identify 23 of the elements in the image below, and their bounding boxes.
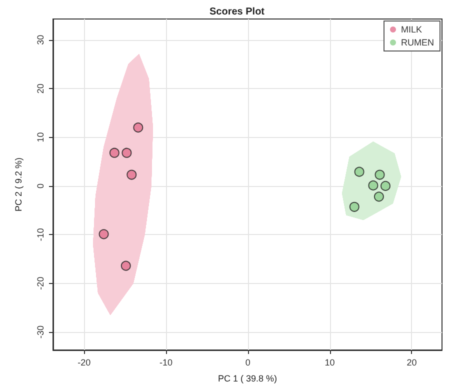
y-tick-label: -30	[36, 325, 46, 338]
x-tick-label: 20	[406, 358, 417, 368]
y-axis-title: PC 2 ( 9.2 %)	[14, 157, 24, 212]
point	[98, 229, 109, 240]
y-tick-label: 0	[36, 183, 46, 188]
point	[126, 170, 137, 180]
point	[133, 122, 144, 133]
x-tick-label: 0	[245, 358, 250, 368]
point	[120, 260, 131, 271]
x-tick-label: 10	[324, 358, 335, 368]
legend-label: MILK	[401, 24, 422, 34]
x-tick-label: -20	[78, 358, 91, 368]
y-tick-label: 30	[36, 34, 46, 45]
chart-title: Scores Plot	[209, 6, 266, 18]
point	[122, 148, 132, 158]
y-tick-label: 10	[36, 132, 46, 142]
y-tick-label: -10	[36, 228, 46, 242]
x-tick-label: -10	[160, 358, 173, 368]
x-axis-title: PC 1 ( 39.8 %)	[218, 374, 278, 384]
legend-label: RUMEN	[401, 38, 434, 48]
y-tick-label: -20	[36, 276, 46, 290]
point	[109, 148, 120, 158]
y-tick-label: 20	[36, 84, 46, 94]
